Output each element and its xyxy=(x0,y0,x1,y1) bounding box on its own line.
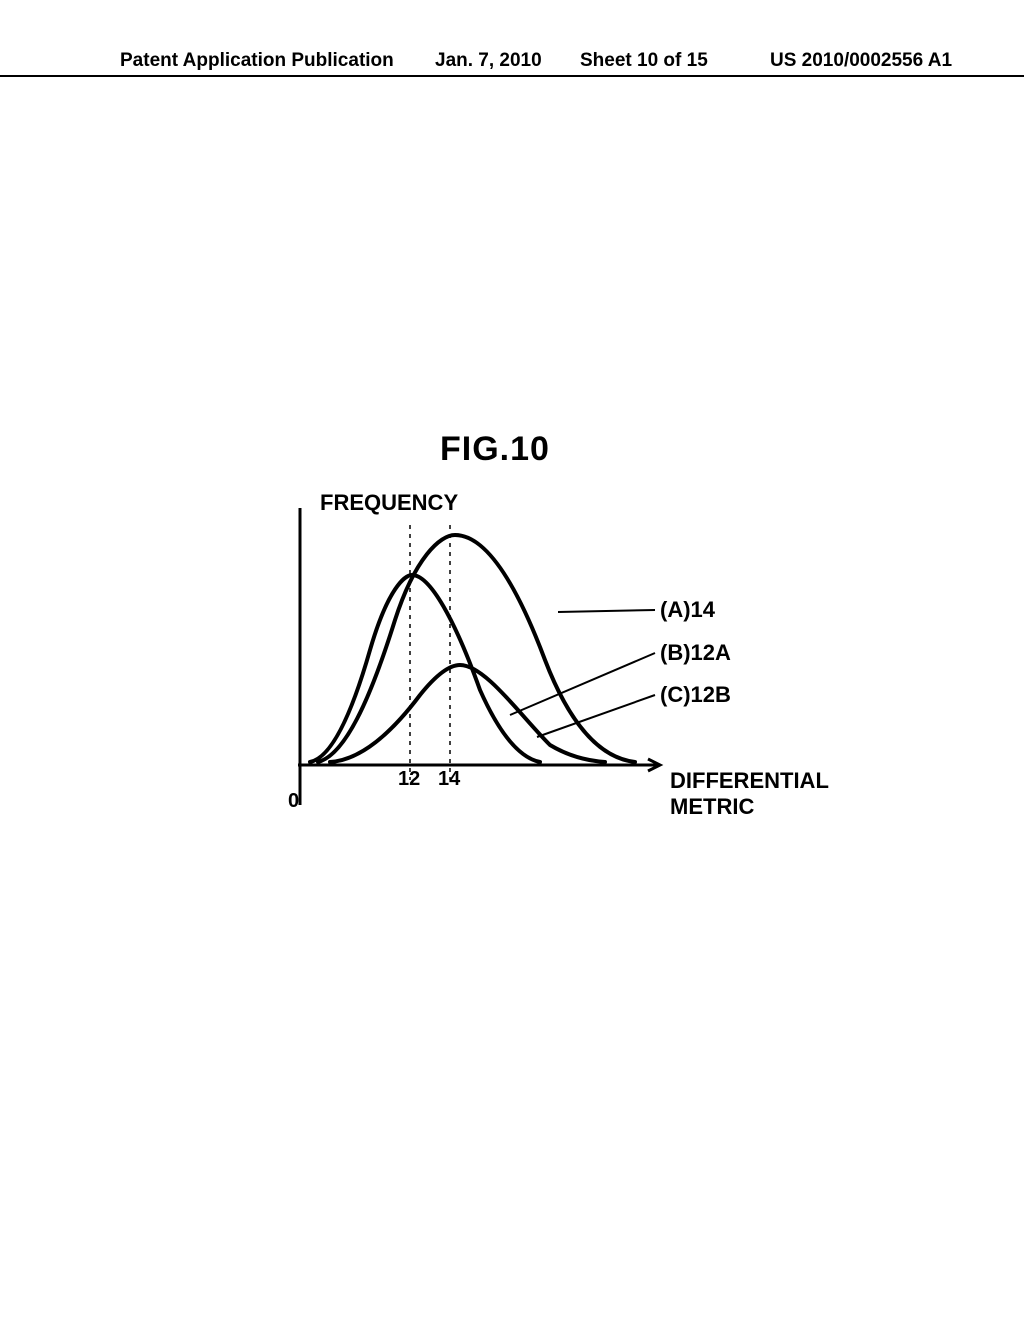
y-axis-label: FREQUENCY xyxy=(320,490,458,516)
curve-label-c: (C)12B xyxy=(660,682,731,708)
x-axis-label: DIFFERENTIAL METRIC xyxy=(670,768,828,820)
curve-label-b: (B)12A xyxy=(660,640,731,666)
patent-number: US 2010/0002556 A1 xyxy=(770,50,952,72)
x-tick-12: 12 xyxy=(398,768,420,791)
date-text: Jan. 7, 2010 xyxy=(435,50,542,72)
header-rule xyxy=(0,75,1024,77)
publication-text: Patent Application Publication xyxy=(120,50,394,72)
origin-label: 0 xyxy=(288,790,299,813)
chart: FREQUENCY DIFFERENTIAL METRIC 0 12 14 (A… xyxy=(240,490,800,830)
x-tick-14: 14 xyxy=(438,768,460,791)
figure-title: FIG.10 xyxy=(440,430,550,469)
sheet-text: Sheet 10 of 15 xyxy=(580,50,708,72)
curve-label-a: (A)14 xyxy=(660,597,715,623)
